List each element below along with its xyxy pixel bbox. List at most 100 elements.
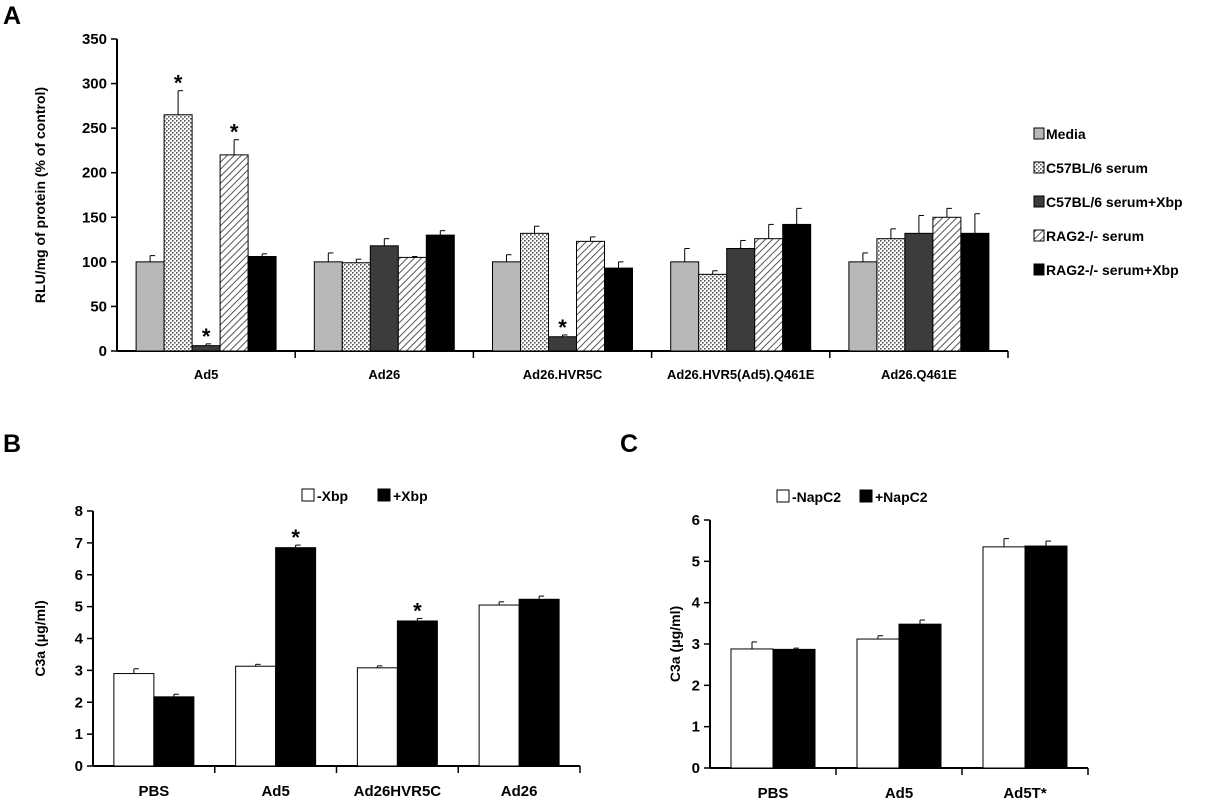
x-tick-label: Ad5T* [1003, 785, 1047, 800]
bar [698, 273, 728, 352]
x-tick-label: Ad26.HVR5(Ad5).Q461E [667, 367, 815, 382]
y-axis-label: C3a (μg/ml) [667, 606, 683, 682]
x-tick-label: Ad5 [261, 783, 289, 800]
legend-swatch [1033, 229, 1045, 242]
legend-swatch [776, 489, 790, 503]
bar [1024, 545, 1068, 769]
legend-label: +Xbp [393, 488, 428, 504]
legend-label: +NapC2 [875, 489, 928, 505]
bar [235, 665, 277, 767]
bar [163, 114, 193, 352]
x-tick-label: Ad5 [194, 367, 219, 382]
bar [356, 667, 398, 767]
legend-label: Media [1046, 126, 1086, 142]
bar [876, 238, 906, 352]
y-axis-label: C3a (μg/ml) [32, 600, 48, 676]
legend-swatch [859, 489, 873, 503]
x-tick-label: PBS [758, 785, 789, 800]
y-tick-label: 300 [82, 76, 107, 93]
legend-swatch [301, 488, 315, 502]
y-tick-label: 5 [75, 599, 83, 616]
y-tick-label: 3 [692, 636, 700, 653]
y-tick-label: 1 [75, 726, 83, 743]
legend-label: RAG2-/- serum+Xbp [1046, 262, 1179, 278]
y-tick-label: 7 [75, 535, 83, 552]
bar [898, 623, 942, 769]
legend-swatch [1033, 195, 1045, 208]
bar [135, 261, 165, 352]
x-tick-label: PBS [138, 783, 169, 800]
significance-star: * [291, 525, 300, 550]
x-tick-label: Ad26.Q461E [881, 367, 957, 382]
bar [772, 648, 816, 769]
bar [219, 154, 249, 352]
panel-letter-a: A [3, 2, 22, 30]
y-tick-label: 2 [692, 677, 700, 694]
chart-0: 0 50 100 150 200 250 300 350 RLU/mg of protein (… [32, 31, 1183, 382]
significance-star: * [558, 315, 567, 340]
significance-star: * [413, 598, 422, 623]
legend-label: -Xbp [317, 488, 348, 504]
x-tick-label: Ad26HVR5C [354, 783, 442, 800]
legend-swatch [1033, 263, 1045, 276]
bar [396, 620, 438, 767]
bar [730, 648, 774, 769]
y-tick-label: 250 [82, 120, 107, 137]
y-tick-label: 100 [82, 254, 107, 271]
bar [848, 261, 878, 352]
bar [369, 245, 399, 352]
y-tick-label: 350 [82, 31, 107, 48]
bar [754, 238, 784, 352]
bar [670, 261, 700, 352]
y-tick-label: 6 [75, 567, 83, 584]
y-axis-label: RLU/mg of protein (% of control) [32, 87, 48, 303]
bar [960, 232, 990, 352]
legend-label: C57BL/6 serum+Xbp [1046, 194, 1183, 210]
bar [397, 256, 427, 352]
bar [341, 262, 371, 352]
bar [904, 232, 934, 352]
y-tick-label: 8 [75, 503, 83, 520]
x-tick-label: Ad26 [501, 783, 538, 800]
legend-swatch [1033, 127, 1045, 140]
bar [153, 696, 195, 767]
legend-swatch [377, 488, 391, 502]
legend-label: -NapC2 [792, 489, 841, 505]
chart-1: 0 1 2 3 4 5 6 7 8 C3a (μg/ml) PBS Ad5 Ad26HVR5C Ad26 *… [32, 488, 581, 800]
x-tick-label: Ad5 [885, 785, 913, 800]
bar [520, 232, 549, 352]
significance-star: * [202, 324, 211, 349]
bar [275, 547, 317, 767]
y-tick-label: 2 [75, 694, 83, 711]
y-tick-label: 200 [82, 165, 107, 182]
y-tick-label: 4 [692, 595, 701, 612]
y-tick-label: 5 [692, 553, 700, 570]
chart-2: 0 1 2 3 4 5 6 C3a (μg/ml) PBS Ad5 Ad5T* -NapC2 +NapC… [667, 489, 1089, 800]
y-tick-label: 150 [82, 209, 107, 226]
legend-swatch [1033, 161, 1045, 174]
panel-letter-c: C [620, 430, 639, 458]
x-tick-label: Ad26 [368, 367, 400, 382]
bar [425, 234, 455, 352]
y-tick-label: 4 [75, 631, 84, 648]
bar [518, 598, 560, 767]
significance-star: * [174, 71, 183, 96]
bar [313, 261, 343, 352]
x-tick-label: Ad26.HVR5C [523, 367, 603, 382]
bar [247, 256, 277, 352]
y-tick-label: 1 [692, 719, 700, 736]
bar [782, 223, 812, 352]
bar [576, 240, 605, 352]
bar [478, 604, 520, 767]
y-tick-label: 0 [99, 343, 107, 360]
significance-star: * [230, 120, 239, 145]
y-tick-label: 50 [90, 298, 107, 315]
y-tick-label: 0 [75, 758, 83, 775]
bar [604, 267, 633, 352]
legend-label: RAG2-/- serum [1046, 228, 1144, 244]
bar [856, 638, 900, 769]
bar [982, 546, 1026, 769]
legend-label: C57BL/6 serum [1046, 160, 1148, 176]
bar [932, 216, 962, 352]
